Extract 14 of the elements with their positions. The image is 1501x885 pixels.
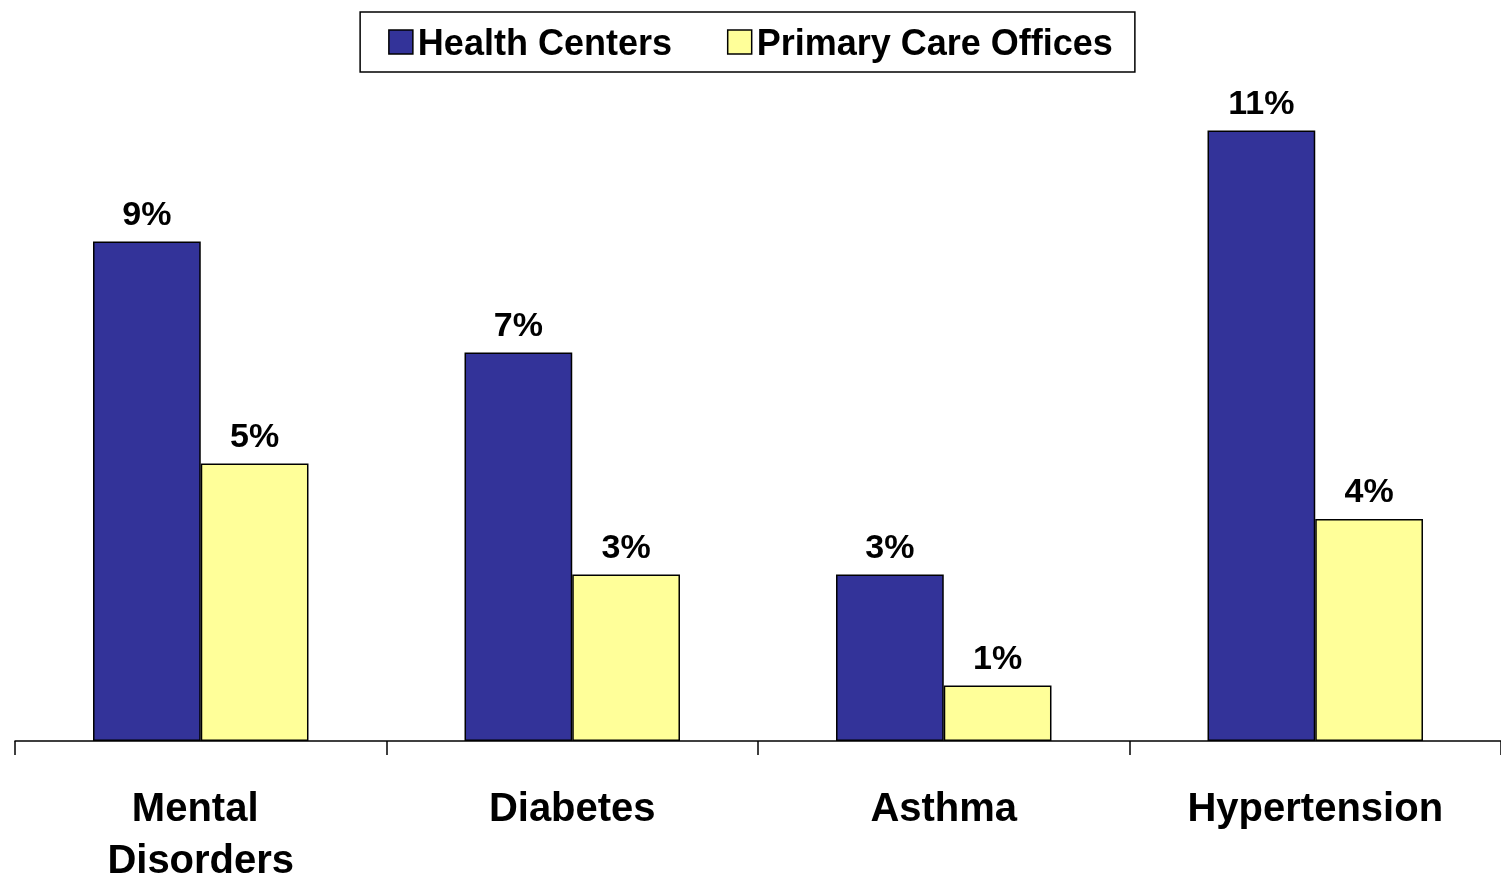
legend-label: Health Centers xyxy=(417,21,672,63)
data-label: 1% xyxy=(973,637,1023,676)
data-label: 9% xyxy=(122,193,172,232)
x-tick-label: Mental Disorders xyxy=(107,785,295,881)
data-label: 4% xyxy=(1344,471,1394,509)
x-tick-label: Diabetes xyxy=(488,785,656,829)
x-tick-label: Hypertension xyxy=(1187,785,1444,829)
data-label: 3% xyxy=(601,526,651,565)
data-label: 11% xyxy=(1228,82,1295,121)
data-label: 5% xyxy=(230,415,280,454)
data-label: 7% xyxy=(493,304,543,343)
data-label: 3% xyxy=(865,526,915,565)
x-tick-label: Asthma xyxy=(870,785,1018,829)
legend-label: Primary Care Offices xyxy=(756,21,1113,63)
